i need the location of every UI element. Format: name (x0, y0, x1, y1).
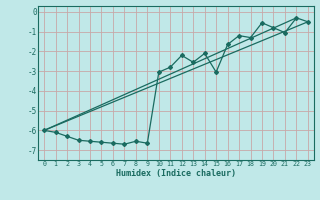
X-axis label: Humidex (Indice chaleur): Humidex (Indice chaleur) (116, 169, 236, 178)
